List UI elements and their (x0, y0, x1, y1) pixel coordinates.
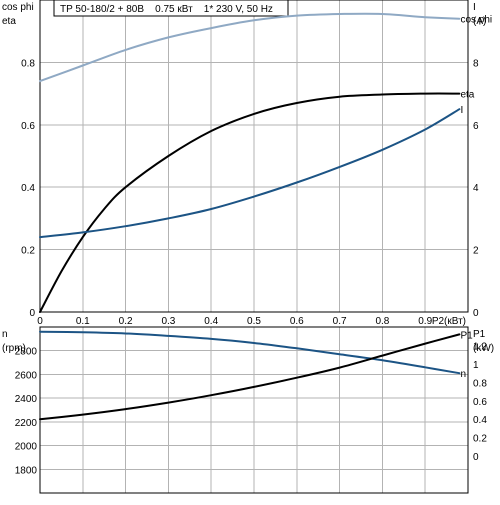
left-tick-label: 0.2 (21, 246, 35, 257)
speed-series-label: n (460, 369, 466, 380)
right-axis-label-current: I (473, 2, 476, 13)
right-tick-label-kw: 0.2 (473, 434, 487, 445)
right-tick-label-kw: 1 (473, 360, 479, 371)
left-tick-label-rpm: 2400 (15, 394, 38, 405)
x-tick-label: 0.6 (290, 316, 304, 327)
title-box (53, 0, 289, 17)
x-tick-label: 0.4 (204, 316, 218, 327)
left-tick-label: 0.8 (21, 58, 35, 69)
right-tick-label: 0 (473, 308, 479, 319)
right-tick-label-kw: 1.2 (473, 341, 487, 352)
x-tick-label: 0.3 (161, 316, 175, 327)
left-tick-label-rpm: 2600 (15, 370, 38, 381)
left-tick-label: 0.4 (21, 183, 35, 194)
left-tick-label: 0.6 (21, 121, 35, 132)
right-tick-label: 8 (473, 58, 479, 69)
x-tick-label: 0.1 (76, 316, 90, 327)
left-tick-label-rpm: 1800 (15, 465, 38, 476)
left-tick-label-rpm: 2000 (15, 442, 38, 453)
right-axis-unit-p1: (kW) (473, 343, 494, 354)
right-tick-label: 6 (473, 121, 479, 132)
left-tick-label: 0 (29, 308, 35, 319)
left-axis-label-eta: eta (2, 16, 16, 27)
right-tick-label: 2 (473, 246, 479, 257)
x-tick-label: 0.9 (418, 316, 432, 327)
speed-curve (39, 330, 461, 375)
x-tick-label: 0 (37, 316, 43, 327)
right-tick-label-kw: 0 (473, 452, 479, 463)
left-axis-label-speed: n (2, 329, 8, 340)
right-axis-unit-current: (A) (473, 16, 486, 27)
current-curve (39, 108, 461, 239)
chart-title: TP 50-180/2 + 80B 0.75 кВт 1* 230 V, 50 … (60, 4, 273, 15)
right-tick-label-kw: 0.8 (473, 378, 487, 389)
x-tick-label: 0.8 (375, 316, 389, 327)
x-tick-label: 0.2 (119, 316, 133, 327)
left-axis-unit-speed: (rpm) (2, 343, 26, 354)
p1-series-label: P1 (460, 330, 473, 341)
current-series-label: I (460, 105, 463, 116)
x-tick-label: 0.7 (333, 316, 347, 327)
left-tick-label-rpm: 2200 (15, 418, 38, 429)
left-axis-label-cosphi: cos phi (2, 2, 34, 13)
x-axis-label: P2(кВт) (432, 316, 466, 327)
left-tick-label-rpm: 2800 (15, 347, 38, 358)
top-plot-frame (39, 0, 469, 313)
right-tick-label: 4 (473, 183, 479, 194)
cosphi-curve (39, 12, 461, 83)
eta-curve (39, 92, 461, 313)
cosphi-series-label: cos phi (460, 15, 492, 26)
x-tick-label: 0.5 (247, 316, 261, 327)
eta-series-label: eta (460, 90, 474, 101)
right-axis-label-p1: P1 (473, 329, 486, 340)
right-tick-label-kw: 0.4 (473, 415, 487, 426)
p1-curve (39, 333, 461, 421)
bottom-plot-frame (39, 326, 469, 494)
right-tick-label-kw: 0.6 (473, 397, 487, 408)
